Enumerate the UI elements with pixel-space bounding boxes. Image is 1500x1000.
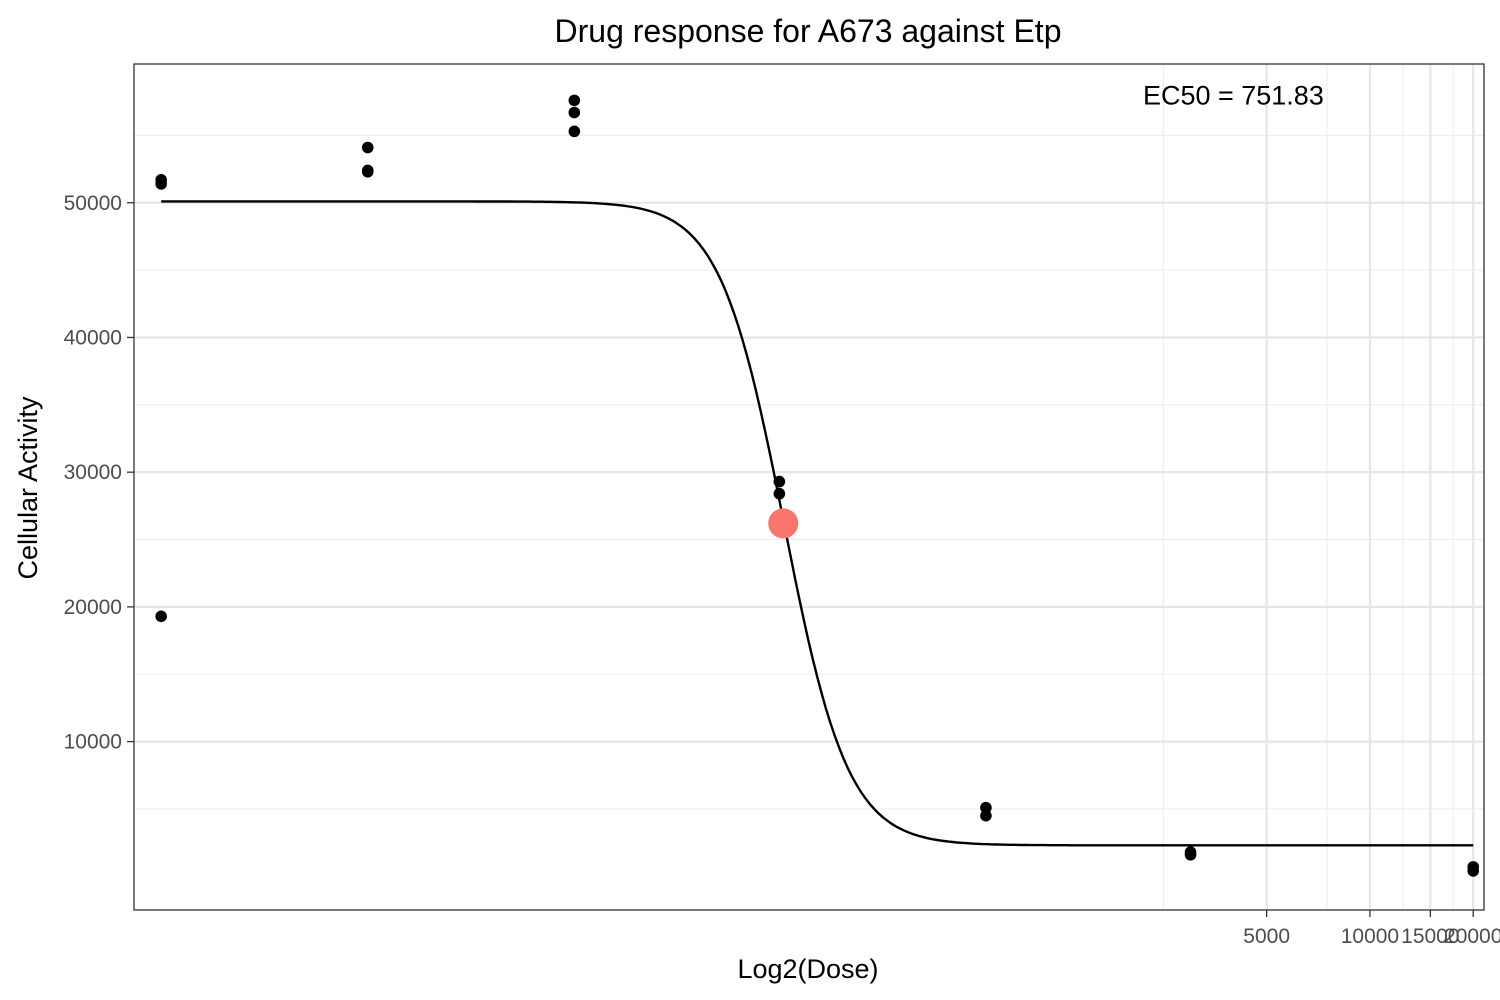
chart-title: Drug response for A673 against Etp [555, 13, 1062, 49]
x-tick-label: 15000 [1401, 925, 1459, 948]
data-point [568, 125, 581, 138]
fitted-dose-response-curve [161, 200, 1474, 847]
data-points [155, 94, 1480, 877]
data-point [980, 801, 992, 814]
ec50-marker-layer [768, 508, 799, 539]
data-point [568, 94, 581, 107]
x-tick-label: 5000 [1243, 925, 1290, 948]
data-point [980, 809, 992, 822]
x-tick-label: 10000 [1341, 925, 1399, 948]
y-tick-label: 40000 [64, 326, 122, 349]
data-point [361, 165, 374, 178]
ec50-annotation: EC50 = 751.83 [1143, 80, 1324, 110]
data-point [773, 487, 786, 500]
y-axis-title: Cellular Activity [13, 396, 43, 580]
x-axis-title: Log2(Dose) [737, 954, 878, 984]
data-point [1184, 848, 1197, 861]
grid-lines [134, 64, 1484, 910]
x-tick-label: 20000 [1444, 925, 1500, 948]
y-tick-label: 30000 [64, 461, 122, 484]
data-point [155, 610, 167, 623]
y-tick-label: 50000 [64, 192, 122, 215]
data-point [568, 106, 581, 119]
annotations: EC50 = 751.83 [1143, 80, 1324, 110]
data-point [1467, 865, 1480, 877]
plot-panel-border [133, 63, 1485, 911]
y-tick-label: 20000 [64, 596, 122, 619]
data-point [361, 141, 374, 154]
data-point [155, 178, 167, 190]
data-point [773, 475, 786, 488]
ec50-marker [768, 508, 799, 539]
y-tick-label: 10000 [64, 731, 122, 754]
